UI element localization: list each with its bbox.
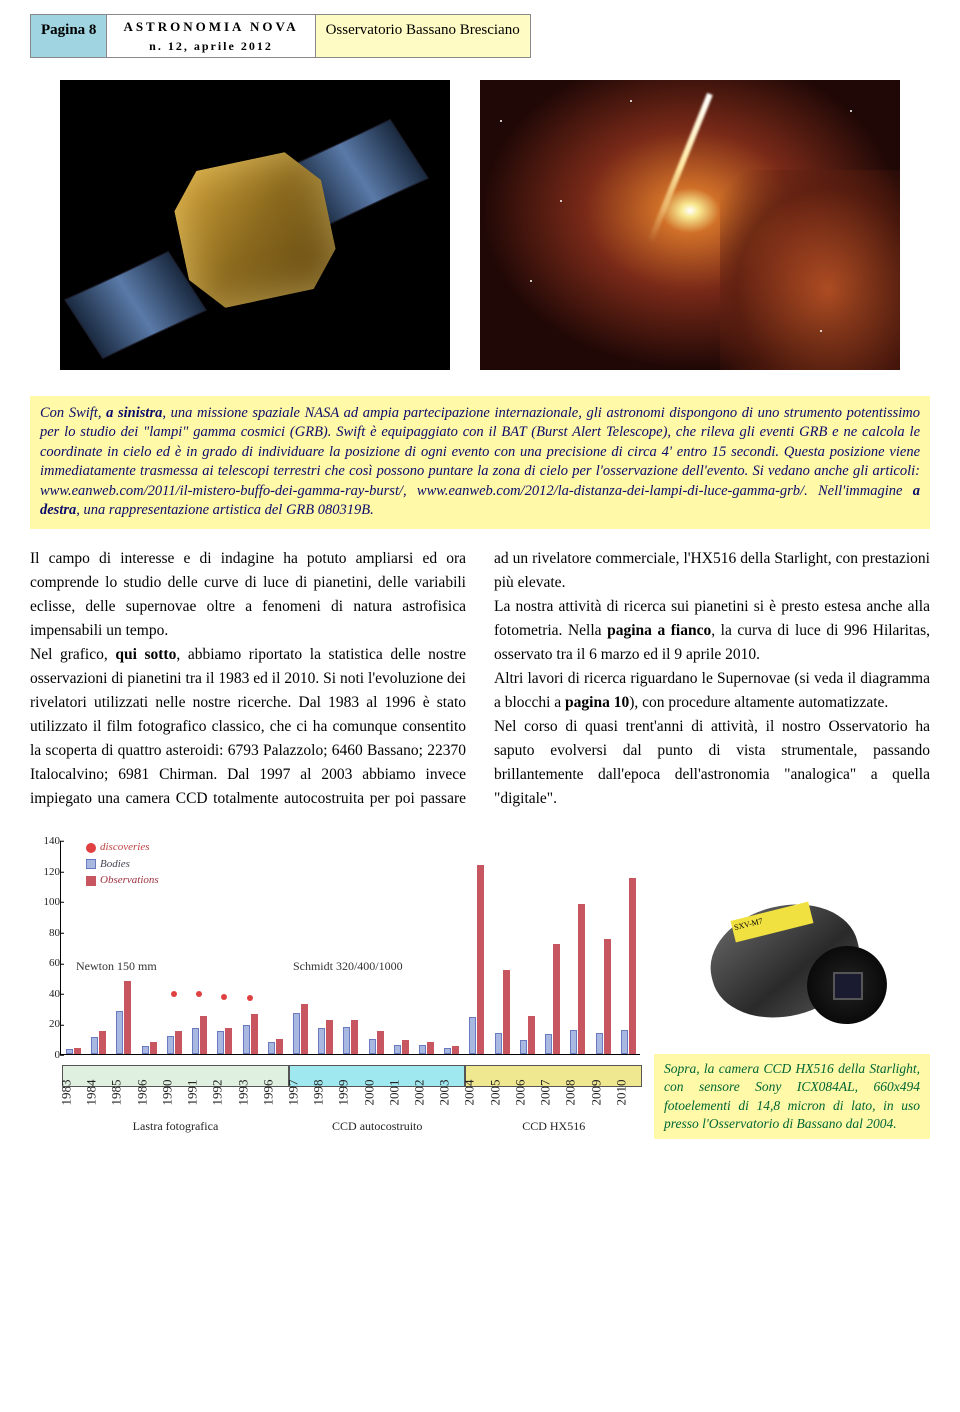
ccd-camera-image: SXV-M7 [670, 876, 915, 1046]
page-number: Pagina 8 [30, 14, 107, 58]
ccd-caption: Sopra, la camera CCD HX516 della Starlig… [654, 1054, 930, 1139]
main-caption: Con Swift, a sinistra, una missione spaz… [30, 396, 930, 529]
bottom-row: 020406080100120140Lastra fotografica1983… [30, 833, 930, 1139]
top-image-row [30, 80, 930, 370]
magazine-title: ASTRONOMIA NOVA n. 12, aprile 2012 [107, 14, 315, 58]
ccd-camera-column: SXV-M7 Sopra, la camera CCD HX516 della … [654, 876, 930, 1139]
observations-chart: 020406080100120140Lastra fotografica1983… [30, 833, 640, 1139]
swift-satellite-image [60, 80, 450, 370]
body-text-columns: Il campo di interesse e di indagine ha p… [30, 547, 930, 811]
magazine-issue: n. 12, aprile 2012 [123, 37, 298, 55]
page-header: Pagina 8 ASTRONOMIA NOVA n. 12, aprile 2… [30, 14, 930, 58]
magazine-name: ASTRONOMIA NOVA [123, 17, 298, 37]
observatory-name: Osservatorio Bassano Bresciano [316, 14, 531, 58]
grb-artistic-image [480, 80, 900, 370]
